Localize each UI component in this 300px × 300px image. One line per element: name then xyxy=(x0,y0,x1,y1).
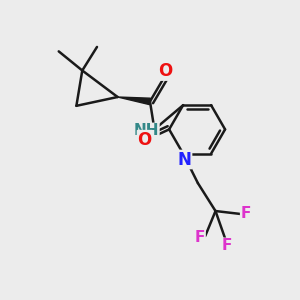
Text: F: F xyxy=(195,230,205,245)
Text: F: F xyxy=(222,238,232,253)
Polygon shape xyxy=(118,97,150,105)
Text: O: O xyxy=(138,131,152,149)
Text: NH: NH xyxy=(134,123,159,138)
Text: O: O xyxy=(158,62,172,80)
Text: F: F xyxy=(241,206,251,221)
Text: N: N xyxy=(178,151,191,169)
